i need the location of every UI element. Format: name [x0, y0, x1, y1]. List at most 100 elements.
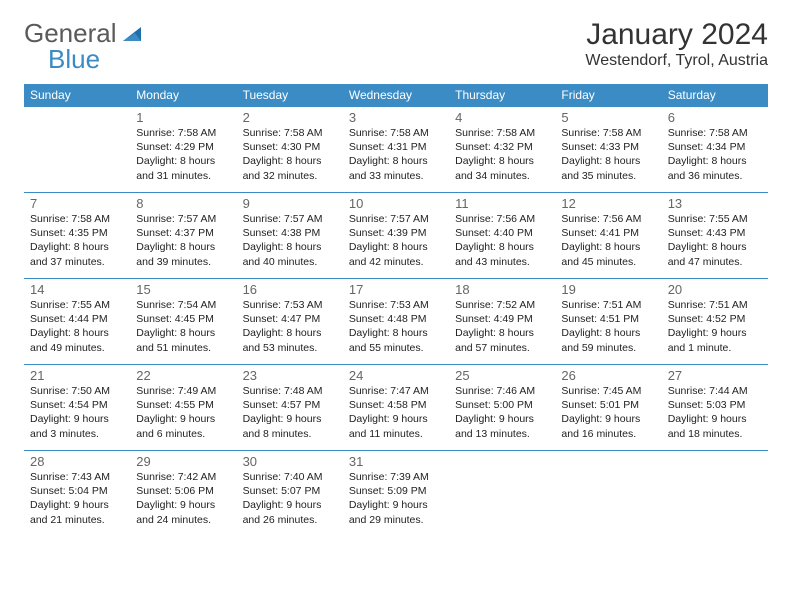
sunset-text: Sunset: 4:29 PM	[136, 140, 230, 154]
day-number: 15	[136, 282, 230, 297]
daylight-text: and 32 minutes.	[243, 169, 337, 183]
sun-info: Sunrise: 7:52 AMSunset: 4:49 PMDaylight:…	[455, 298, 549, 355]
daylight-text: and 6 minutes.	[136, 427, 230, 441]
daylight-text: Daylight: 8 hours	[455, 326, 549, 340]
daylight-text: and 57 minutes.	[455, 341, 549, 355]
sunset-text: Sunset: 4:43 PM	[668, 226, 762, 240]
daylight-text: and 13 minutes.	[455, 427, 549, 441]
calendar-cell: 13Sunrise: 7:55 AMSunset: 4:43 PMDayligh…	[662, 193, 768, 279]
daylight-text: and 8 minutes.	[243, 427, 337, 441]
day-number: 2	[243, 110, 337, 125]
daylight-text: Daylight: 9 hours	[136, 412, 230, 426]
daylight-text: Daylight: 8 hours	[561, 154, 655, 168]
daylight-text: and 26 minutes.	[243, 513, 337, 527]
calendar-cell: 30Sunrise: 7:40 AMSunset: 5:07 PMDayligh…	[237, 451, 343, 537]
sun-info: Sunrise: 7:50 AMSunset: 4:54 PMDaylight:…	[30, 384, 124, 441]
daylight-text: and 36 minutes.	[668, 169, 762, 183]
calendar-cell: 15Sunrise: 7:54 AMSunset: 4:45 PMDayligh…	[130, 279, 236, 365]
sun-info: Sunrise: 7:58 AMSunset: 4:32 PMDaylight:…	[455, 126, 549, 183]
sun-info: Sunrise: 7:45 AMSunset: 5:01 PMDaylight:…	[561, 384, 655, 441]
sun-info: Sunrise: 7:56 AMSunset: 4:40 PMDaylight:…	[455, 212, 549, 269]
sunset-text: Sunset: 5:04 PM	[30, 484, 124, 498]
sun-info: Sunrise: 7:49 AMSunset: 4:55 PMDaylight:…	[136, 384, 230, 441]
daylight-text: Daylight: 8 hours	[349, 326, 443, 340]
sun-info: Sunrise: 7:58 AMSunset: 4:34 PMDaylight:…	[668, 126, 762, 183]
daylight-text: Daylight: 8 hours	[30, 326, 124, 340]
daylight-text: Daylight: 8 hours	[136, 240, 230, 254]
daylight-text: Daylight: 8 hours	[561, 240, 655, 254]
weekday-header: Sunday	[24, 84, 130, 107]
day-number: 11	[455, 196, 549, 211]
calendar-cell: 9Sunrise: 7:57 AMSunset: 4:38 PMDaylight…	[237, 193, 343, 279]
sunrise-text: Sunrise: 7:55 AM	[30, 298, 124, 312]
day-number: 10	[349, 196, 443, 211]
sun-info: Sunrise: 7:43 AMSunset: 5:04 PMDaylight:…	[30, 470, 124, 527]
daylight-text: and 39 minutes.	[136, 255, 230, 269]
sunrise-text: Sunrise: 7:58 AM	[561, 126, 655, 140]
daylight-text: and 55 minutes.	[349, 341, 443, 355]
day-number: 17	[349, 282, 443, 297]
sunset-text: Sunset: 4:58 PM	[349, 398, 443, 412]
calendar-cell: 12Sunrise: 7:56 AMSunset: 4:41 PMDayligh…	[555, 193, 661, 279]
sun-info: Sunrise: 7:57 AMSunset: 4:38 PMDaylight:…	[243, 212, 337, 269]
sun-info: Sunrise: 7:39 AMSunset: 5:09 PMDaylight:…	[349, 470, 443, 527]
daylight-text: and 45 minutes.	[561, 255, 655, 269]
sunset-text: Sunset: 4:48 PM	[349, 312, 443, 326]
daylight-text: Daylight: 8 hours	[349, 240, 443, 254]
sun-info: Sunrise: 7:46 AMSunset: 5:00 PMDaylight:…	[455, 384, 549, 441]
daylight-text: Daylight: 9 hours	[349, 412, 443, 426]
calendar-cell: 28Sunrise: 7:43 AMSunset: 5:04 PMDayligh…	[24, 451, 130, 537]
daylight-text: and 31 minutes.	[136, 169, 230, 183]
calendar-header: Sunday Monday Tuesday Wednesday Thursday…	[24, 84, 768, 107]
weekday-header: Saturday	[662, 84, 768, 107]
sunset-text: Sunset: 4:35 PM	[30, 226, 124, 240]
calendar-cell: 20Sunrise: 7:51 AMSunset: 4:52 PMDayligh…	[662, 279, 768, 365]
sunrise-text: Sunrise: 7:43 AM	[30, 470, 124, 484]
day-number: 28	[30, 454, 124, 469]
sun-info: Sunrise: 7:58 AMSunset: 4:31 PMDaylight:…	[349, 126, 443, 183]
calendar-cell	[555, 451, 661, 537]
calendar-cell: 19Sunrise: 7:51 AMSunset: 4:51 PMDayligh…	[555, 279, 661, 365]
daylight-text: Daylight: 9 hours	[243, 412, 337, 426]
sunrise-text: Sunrise: 7:55 AM	[668, 212, 762, 226]
day-number: 7	[30, 196, 124, 211]
daylight-text: Daylight: 8 hours	[561, 326, 655, 340]
sun-info: Sunrise: 7:54 AMSunset: 4:45 PMDaylight:…	[136, 298, 230, 355]
calendar-cell: 16Sunrise: 7:53 AMSunset: 4:47 PMDayligh…	[237, 279, 343, 365]
day-number: 22	[136, 368, 230, 383]
day-number: 3	[349, 110, 443, 125]
sun-info: Sunrise: 7:57 AMSunset: 4:39 PMDaylight:…	[349, 212, 443, 269]
day-number: 13	[668, 196, 762, 211]
daylight-text: Daylight: 9 hours	[349, 498, 443, 512]
daylight-text: and 42 minutes.	[349, 255, 443, 269]
title-block: January 2024 Westendorf, Tyrol, Austria	[585, 18, 768, 70]
daylight-text: Daylight: 9 hours	[243, 498, 337, 512]
day-number: 6	[668, 110, 762, 125]
daylight-text: and 33 minutes.	[349, 169, 443, 183]
weekday-header: Monday	[130, 84, 236, 107]
daylight-text: Daylight: 9 hours	[561, 412, 655, 426]
daylight-text: Daylight: 9 hours	[668, 326, 762, 340]
calendar-cell: 1Sunrise: 7:58 AMSunset: 4:29 PMDaylight…	[130, 107, 236, 193]
sunset-text: Sunset: 5:00 PM	[455, 398, 549, 412]
sunrise-text: Sunrise: 7:48 AM	[243, 384, 337, 398]
sunset-text: Sunset: 4:49 PM	[455, 312, 549, 326]
sunrise-text: Sunrise: 7:51 AM	[561, 298, 655, 312]
daylight-text: Daylight: 8 hours	[136, 326, 230, 340]
sunset-text: Sunset: 5:09 PM	[349, 484, 443, 498]
day-number: 4	[455, 110, 549, 125]
daylight-text: and 35 minutes.	[561, 169, 655, 183]
month-title: January 2024	[585, 18, 768, 52]
calendar-cell: 10Sunrise: 7:57 AMSunset: 4:39 PMDayligh…	[343, 193, 449, 279]
calendar-week: 21Sunrise: 7:50 AMSunset: 4:54 PMDayligh…	[24, 365, 768, 451]
sunset-text: Sunset: 4:47 PM	[243, 312, 337, 326]
calendar-cell: 14Sunrise: 7:55 AMSunset: 4:44 PMDayligh…	[24, 279, 130, 365]
sunset-text: Sunset: 4:54 PM	[30, 398, 124, 412]
sunrise-text: Sunrise: 7:57 AM	[136, 212, 230, 226]
location: Westendorf, Tyrol, Austria	[585, 52, 768, 70]
calendar-cell: 23Sunrise: 7:48 AMSunset: 4:57 PMDayligh…	[237, 365, 343, 451]
calendar-cell: 27Sunrise: 7:44 AMSunset: 5:03 PMDayligh…	[662, 365, 768, 451]
sun-info: Sunrise: 7:48 AMSunset: 4:57 PMDaylight:…	[243, 384, 337, 441]
sun-info: Sunrise: 7:56 AMSunset: 4:41 PMDaylight:…	[561, 212, 655, 269]
sun-info: Sunrise: 7:58 AMSunset: 4:35 PMDaylight:…	[30, 212, 124, 269]
